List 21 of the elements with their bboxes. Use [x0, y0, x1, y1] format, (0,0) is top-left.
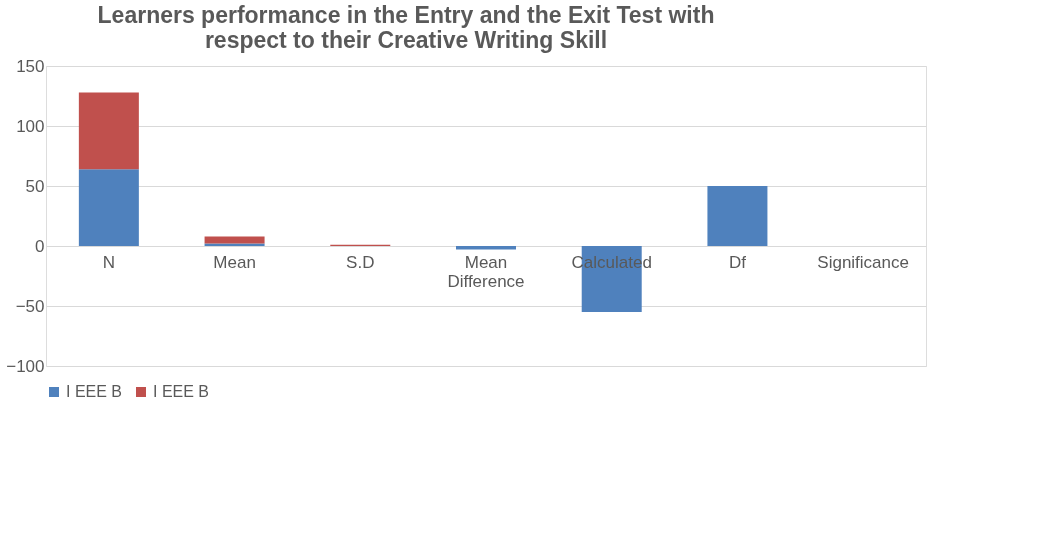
bar — [456, 246, 516, 250]
bar — [78, 169, 139, 246]
text: respect to their Creative Writing Skill — [204, 27, 608, 53]
x-tick-label: Mean — [213, 252, 256, 272]
y-tick-label: 50 — [25, 176, 45, 196]
legend-label: I EEE B — [66, 383, 123, 400]
text: Learners performance in the Entry and the Exit Test with — [97, 2, 715, 28]
x-tick-label: Significance — [817, 252, 909, 272]
y-tick-label: 0 — [35, 236, 45, 256]
bar — [707, 186, 768, 246]
bar — [78, 92, 139, 170]
bar — [204, 236, 265, 244]
y-tick-label: −100 — [6, 356, 45, 376]
x-tick-label: Df — [728, 252, 747, 272]
y-tick-label: 150 — [16, 56, 45, 76]
y-tick-label: 100 — [16, 116, 45, 136]
x-tick-label: Mean Difference — [447, 252, 525, 291]
x-tick-label: N — [102, 252, 115, 272]
legend-label: I EEE B — [153, 383, 210, 400]
x-tick-label: S.D — [346, 252, 375, 272]
y-tick-label: −50 — [15, 296, 45, 316]
